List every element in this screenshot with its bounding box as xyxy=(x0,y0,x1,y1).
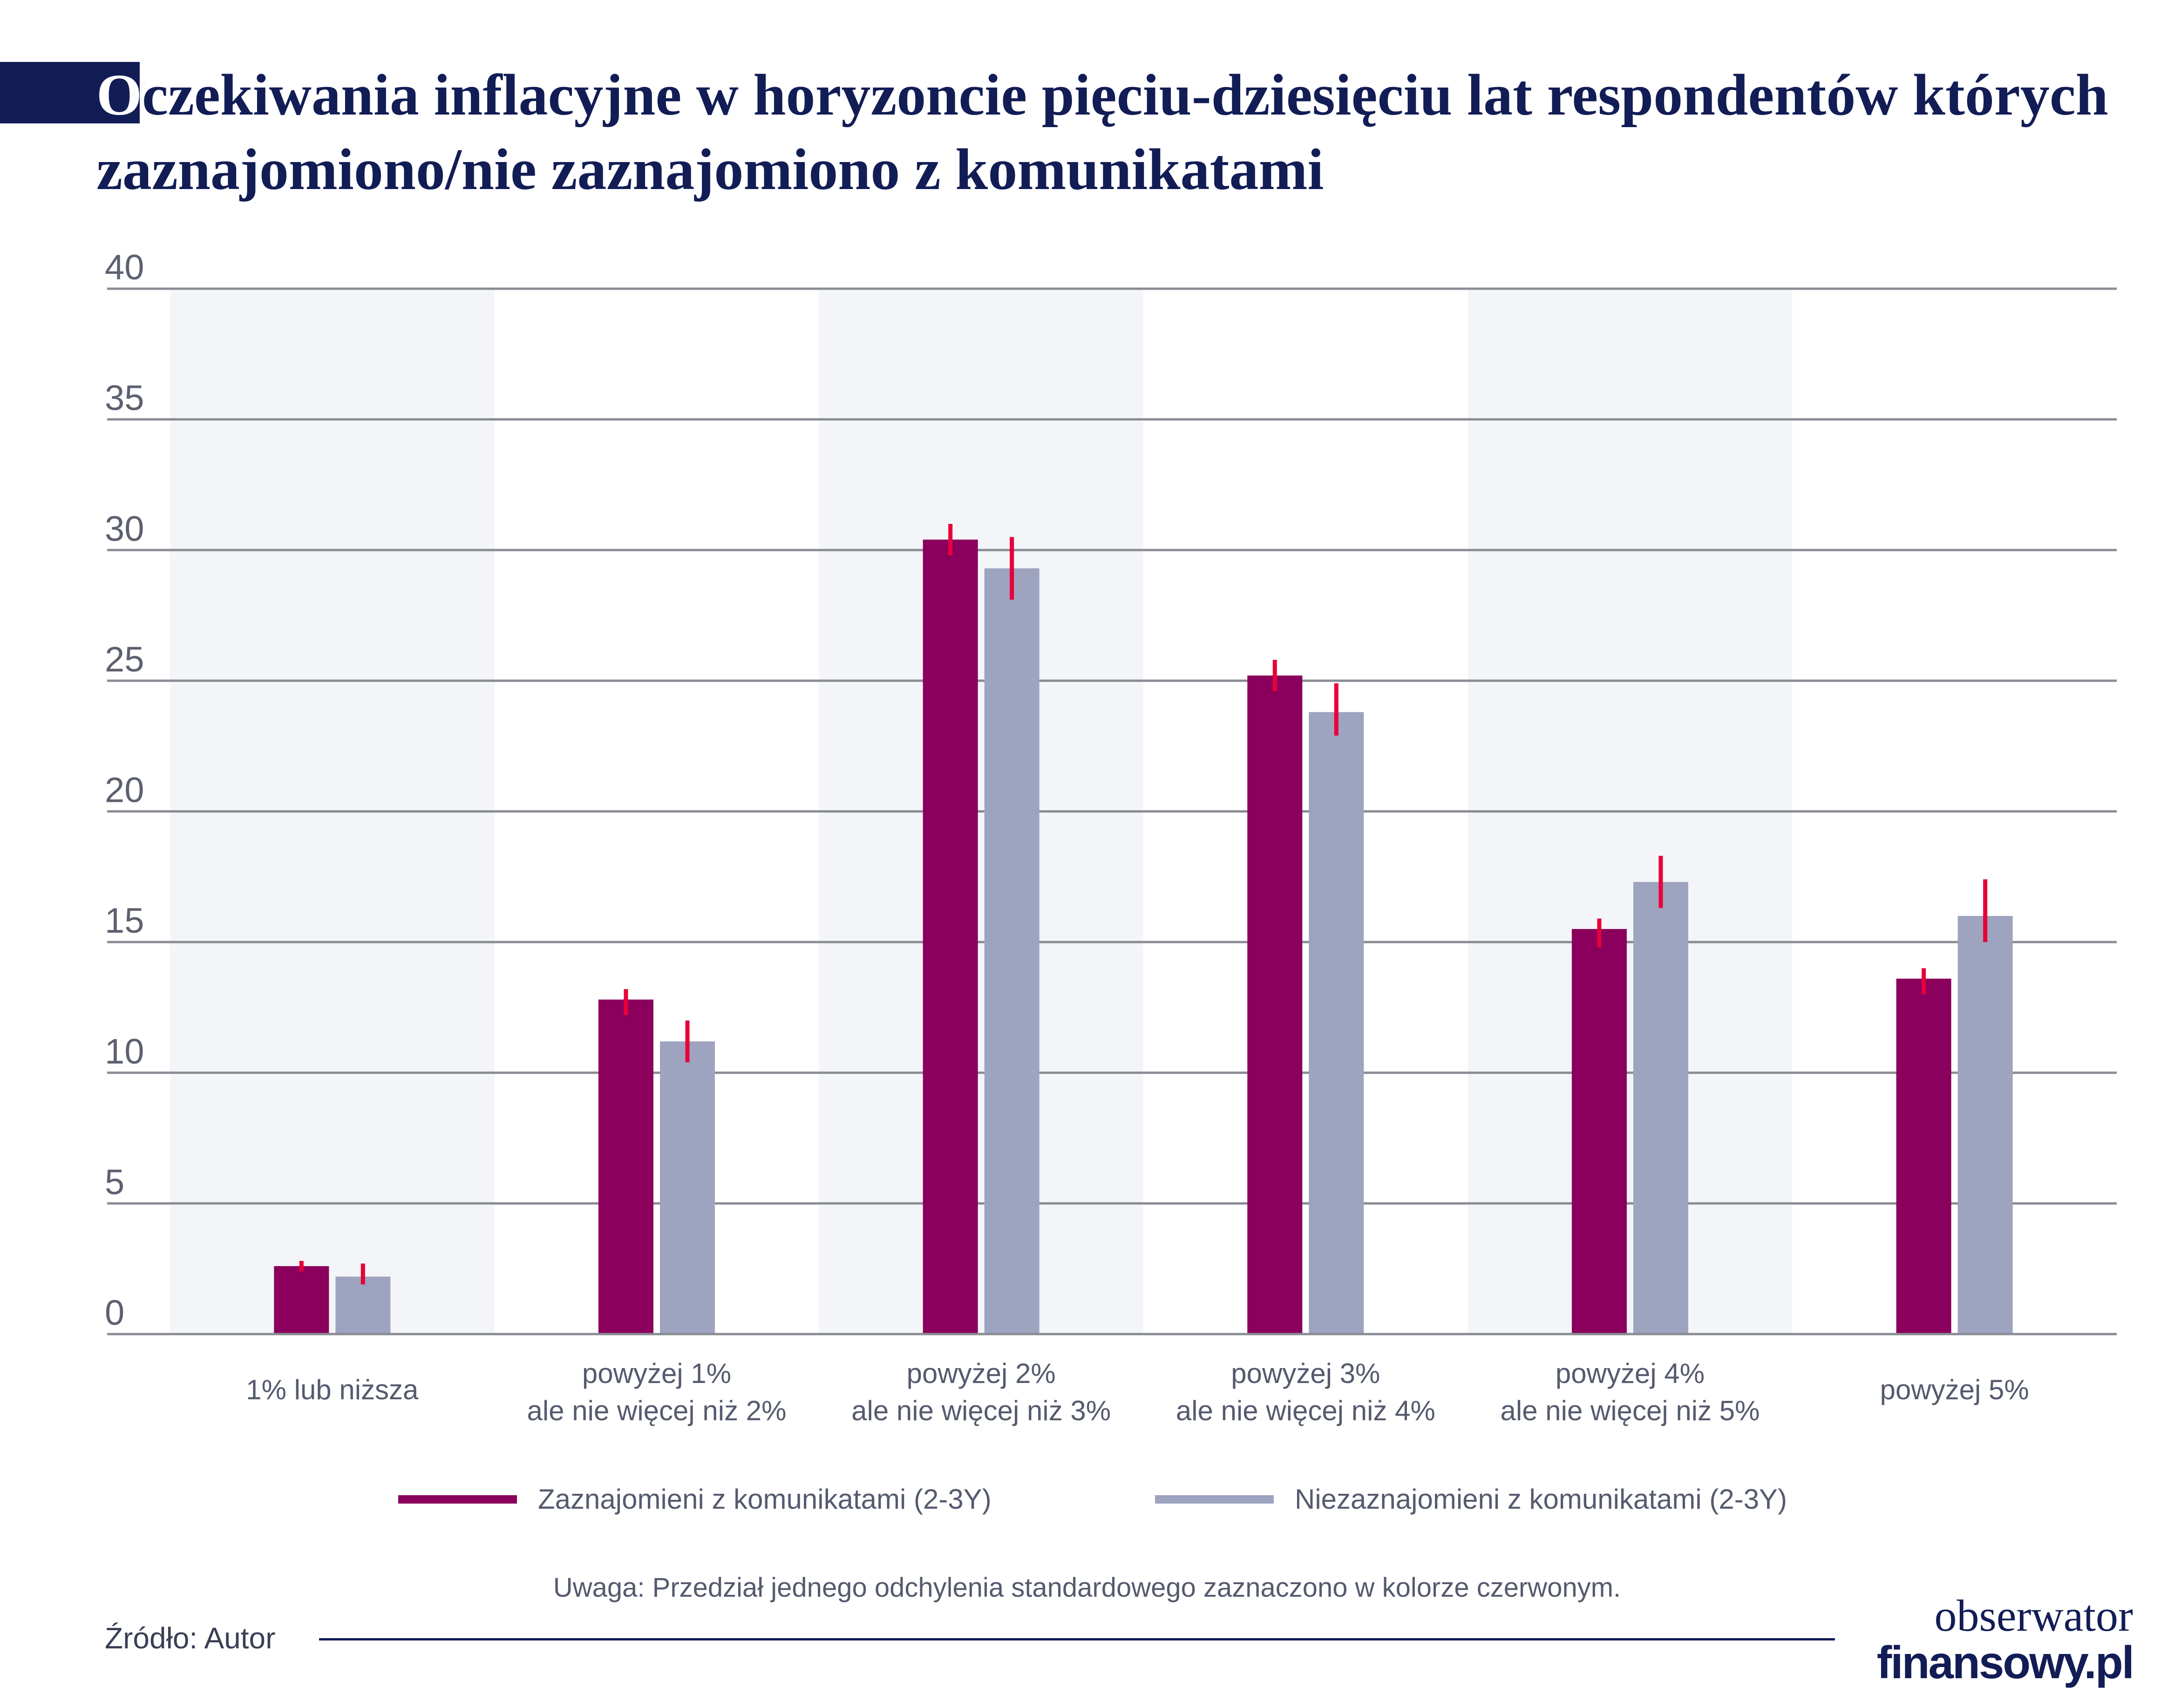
y-tick-label: 25 xyxy=(105,640,144,679)
bar-series-1 xyxy=(274,1266,329,1334)
legend-swatch-series-2 xyxy=(1155,1495,1274,1504)
y-tick-label: 30 xyxy=(105,509,144,549)
chart-title: Oczekiwania inflacyjne w horyzoncie pięc… xyxy=(96,58,2146,207)
bar-series-1 xyxy=(1572,929,1627,1334)
bar-series-1 xyxy=(923,539,978,1334)
x-tick-label: powyżej 4% xyxy=(1556,1358,1705,1389)
y-tick-label: 10 xyxy=(105,1032,144,1071)
bar-series-2 xyxy=(984,568,1039,1334)
bar-series-1 xyxy=(598,999,653,1334)
x-tick-label: powyżej 2% xyxy=(907,1358,1056,1389)
bar-series-2 xyxy=(660,1041,715,1334)
y-tick-label: 15 xyxy=(105,901,144,941)
x-tick-label: powyżej 5% xyxy=(1880,1374,2029,1405)
x-tick-label: 1% lub niższa xyxy=(246,1374,419,1405)
logo-line-2: finansowy.pl xyxy=(1876,1637,2134,1688)
legend-label-series-2: Niezaznajomieni z komunikatami (2-3Y) xyxy=(1295,1484,1787,1515)
footer-divider xyxy=(319,1638,1835,1640)
y-tick-label: 20 xyxy=(105,771,144,810)
y-tick-label: 35 xyxy=(105,379,144,418)
bar-chart: 0 5 10 15 20 25 30 35 40 1% lub niższa powyżej 1% a… xyxy=(105,248,2117,1426)
logo-line-1: obserwator xyxy=(1934,1591,2133,1640)
y-tick-label: 5 xyxy=(105,1162,124,1202)
title-accent-bar xyxy=(0,62,140,123)
bar-series-2 xyxy=(1309,712,1364,1334)
bar-series-2 xyxy=(1957,916,2013,1334)
y-tick-label: 40 xyxy=(105,248,144,287)
logo: obserwator finansowy.pl xyxy=(1844,1591,2134,1688)
x-tick-label: powyżej 3% xyxy=(1231,1358,1380,1389)
legend-label-series-1: Zaznajomieni z komunikatami (2-3Y) xyxy=(538,1484,992,1515)
title-first-letter: O xyxy=(96,63,143,128)
bar-series-2 xyxy=(335,1276,391,1334)
title-text: czekiwania inflacyjne w horyzoncie pięci… xyxy=(96,63,2108,202)
bar-series-1 xyxy=(1247,675,1303,1334)
x-tick-label: ale nie więcej niż 3% xyxy=(851,1395,1111,1426)
x-tick-label: ale nie więcej niż 4% xyxy=(1176,1395,1435,1426)
x-tick-label: ale nie więcej niż 2% xyxy=(527,1395,787,1426)
legend-swatch-series-1 xyxy=(398,1495,517,1504)
source-label: Źródło: Autor xyxy=(105,1621,276,1655)
bar-series-1 xyxy=(1896,978,1951,1334)
legend: Zaznajomieni z komunikatami (2-3Y) Nieza… xyxy=(0,1476,2174,1523)
x-tick-label: powyżej 1% xyxy=(582,1358,731,1389)
x-tick-label: ale nie więcej niż 5% xyxy=(1501,1395,1760,1426)
bar-series-2 xyxy=(1633,882,1688,1334)
y-tick-label: 0 xyxy=(105,1293,124,1333)
chart-note: Uwaga: Przedział jednego odchylenia stan… xyxy=(553,1572,1621,1603)
